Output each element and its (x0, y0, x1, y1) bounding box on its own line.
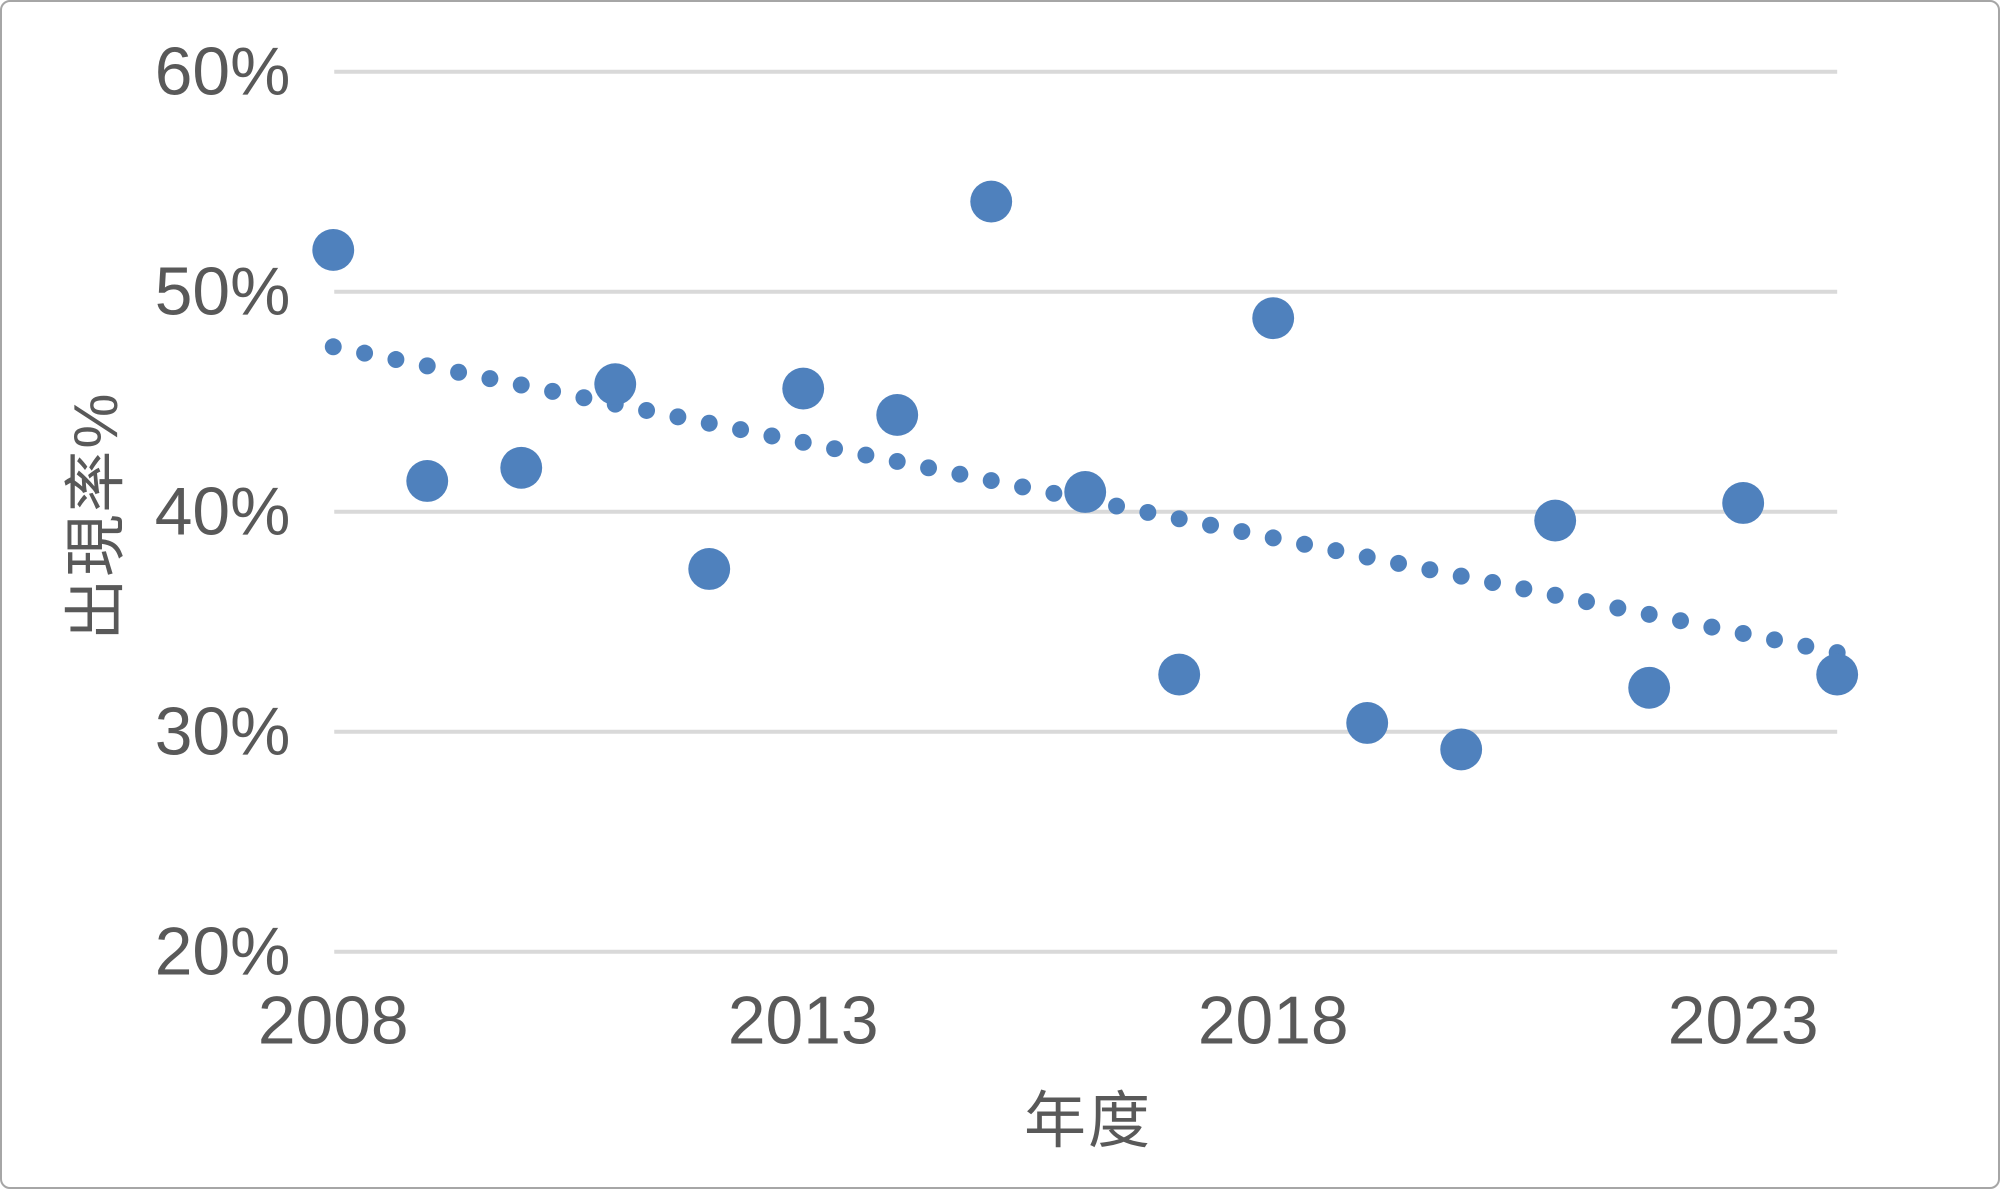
x-tick-label: 2008 (258, 983, 409, 1058)
trendline-dot (1515, 580, 1533, 598)
trendline-dot (1202, 516, 1220, 534)
scatter-point (500, 446, 543, 489)
trendline-dot (575, 389, 593, 407)
trendline-dot (1296, 535, 1314, 553)
x-tick-label: 2013 (728, 983, 879, 1058)
trendline-dot (920, 459, 938, 477)
trendline-dot (638, 402, 656, 419)
scatter-point (1252, 297, 1295, 340)
trendline-dot (544, 382, 562, 400)
trendline-dot (450, 363, 468, 381)
trendline-dot (324, 338, 342, 356)
trendline-dot (669, 408, 687, 426)
trendline-dot (857, 446, 875, 464)
y-tick-label: 60% (155, 34, 291, 109)
scatter-point (1346, 702, 1389, 744)
scatter-point (1534, 499, 1577, 542)
x-axis-title: 年度 (1023, 1087, 1152, 1156)
trendline-dot (1672, 612, 1689, 630)
trendline-dot (418, 357, 436, 375)
trendline-dot (1014, 478, 1032, 496)
trendline-dot (763, 427, 781, 445)
trendline-dot (1139, 503, 1157, 521)
trendline-dot (1045, 484, 1063, 502)
y-axis-title: 出現率% (62, 391, 131, 641)
trendline-dot (1640, 605, 1658, 623)
trendline-dot (1327, 542, 1345, 560)
trendline-dot (1766, 631, 1783, 649)
x-tick-label: 2023 (1668, 983, 1819, 1058)
trendline-dot (700, 414, 718, 432)
trendline-dot (826, 440, 844, 458)
trendline-dot (1390, 554, 1408, 572)
trendline-dot (1546, 586, 1564, 604)
trendline-dot (982, 472, 1000, 490)
y-tick-label: 30% (155, 694, 291, 769)
trendline-dot (356, 344, 374, 362)
trendline-dot (1108, 497, 1126, 515)
trendline-dot (1484, 574, 1501, 591)
scatter-point (1440, 728, 1483, 771)
scatter-point (406, 460, 449, 502)
scatter-point (876, 394, 919, 436)
y-tick-label: 20% (155, 914, 291, 989)
trendline-dot (1703, 618, 1721, 636)
trendline-dot (1358, 548, 1376, 566)
scatter-point (1628, 666, 1671, 709)
scatter-point (312, 229, 355, 271)
trendline-dot (1233, 523, 1251, 541)
trendline-dot (1797, 637, 1815, 655)
trendline-dot (1734, 624, 1752, 642)
scatter-point (1816, 653, 1859, 696)
trendline-dot (951, 465, 969, 483)
scatter-point (688, 548, 731, 590)
trendline-dot (794, 433, 812, 451)
scatter-point (782, 367, 825, 410)
scatter-point (1158, 653, 1201, 696)
trendline-dot (1264, 529, 1282, 547)
trendline-dot (1578, 593, 1595, 611)
x-tick-label: 2018 (1198, 983, 1349, 1058)
scatter-point (1064, 471, 1107, 513)
trendline-dot (732, 421, 750, 439)
scatter-point (1722, 482, 1765, 524)
trendline-dot (512, 376, 530, 394)
trendline-dot (888, 452, 906, 470)
trendline-dot (1452, 567, 1470, 585)
y-tick-label: 50% (155, 254, 291, 329)
scatter-point (594, 363, 637, 406)
trendline-dot (1421, 561, 1439, 579)
trendline-dot (1170, 510, 1188, 528)
trendline-dot (1609, 599, 1627, 617)
trendline-dot (481, 370, 499, 388)
scatter-point (970, 180, 1013, 223)
trendline-dot (387, 351, 405, 368)
y-tick-label: 40% (155, 474, 291, 549)
